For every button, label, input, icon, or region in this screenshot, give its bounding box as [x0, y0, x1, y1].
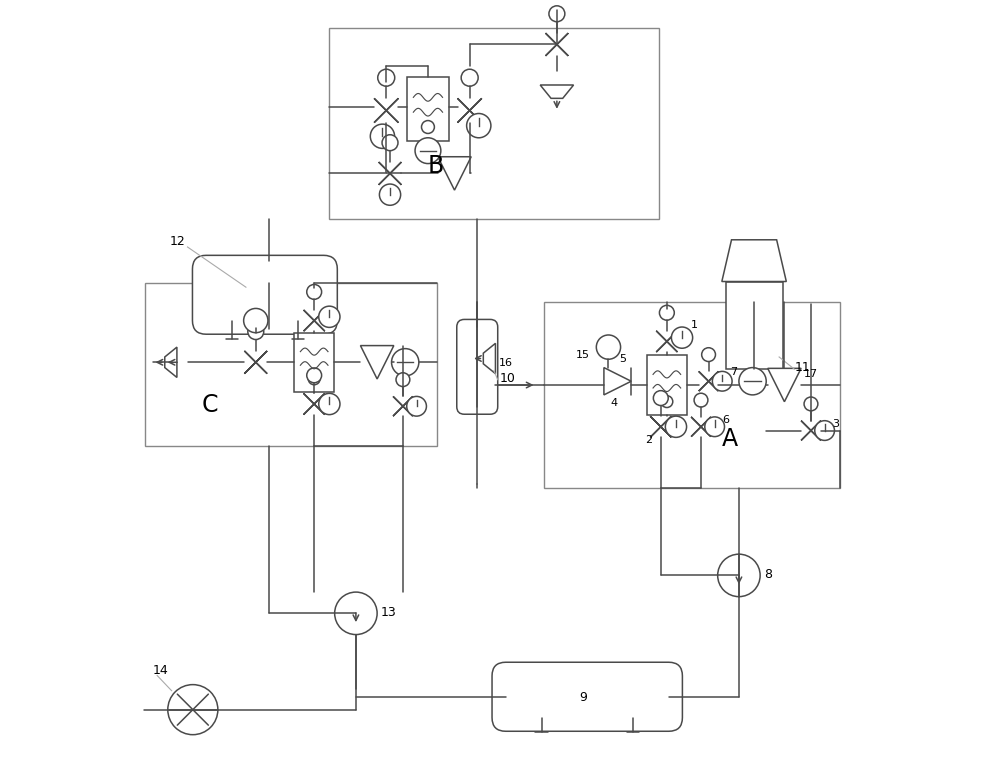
- Circle shape: [248, 324, 264, 339]
- FancyBboxPatch shape: [457, 319, 498, 414]
- Polygon shape: [801, 421, 821, 440]
- Circle shape: [422, 121, 434, 134]
- Polygon shape: [699, 371, 718, 391]
- Polygon shape: [304, 393, 325, 415]
- Circle shape: [307, 368, 322, 383]
- Polygon shape: [546, 33, 568, 56]
- Circle shape: [804, 397, 818, 411]
- Polygon shape: [165, 347, 177, 377]
- Text: 12: 12: [170, 235, 186, 248]
- Circle shape: [671, 327, 693, 348]
- Circle shape: [461, 70, 478, 86]
- Circle shape: [596, 335, 621, 359]
- Polygon shape: [374, 99, 398, 122]
- Circle shape: [702, 348, 715, 361]
- Text: 8: 8: [764, 568, 772, 581]
- Bar: [544, 303, 840, 488]
- Circle shape: [407, 397, 426, 416]
- Text: 7: 7: [730, 367, 737, 377]
- Text: 11: 11: [794, 361, 810, 374]
- Text: 17: 17: [803, 370, 818, 380]
- FancyBboxPatch shape: [492, 662, 682, 731]
- Circle shape: [244, 309, 268, 332]
- Polygon shape: [360, 345, 394, 379]
- Polygon shape: [768, 368, 801, 402]
- Polygon shape: [604, 367, 631, 395]
- Bar: [726, 281, 783, 369]
- Circle shape: [335, 592, 377, 635]
- Polygon shape: [244, 351, 267, 374]
- Text: 1: 1: [691, 320, 698, 330]
- Circle shape: [370, 124, 395, 148]
- Circle shape: [307, 284, 322, 299]
- Polygon shape: [458, 99, 482, 122]
- Text: B: B: [428, 154, 444, 179]
- Text: 4: 4: [610, 397, 617, 407]
- Polygon shape: [304, 310, 325, 331]
- Polygon shape: [691, 417, 711, 436]
- Circle shape: [392, 348, 419, 376]
- Bar: [294, 332, 334, 392]
- Polygon shape: [650, 416, 671, 437]
- Circle shape: [815, 421, 834, 440]
- Bar: [329, 28, 659, 219]
- Bar: [407, 76, 449, 141]
- Polygon shape: [650, 416, 671, 437]
- Circle shape: [379, 184, 401, 206]
- Polygon shape: [304, 393, 325, 415]
- Circle shape: [382, 134, 398, 151]
- Text: 2: 2: [646, 435, 653, 445]
- Polygon shape: [699, 371, 718, 391]
- Polygon shape: [379, 162, 401, 185]
- Circle shape: [661, 396, 673, 407]
- Circle shape: [415, 138, 441, 163]
- Polygon shape: [691, 417, 711, 436]
- Bar: [647, 355, 687, 415]
- Circle shape: [739, 367, 766, 395]
- Circle shape: [705, 417, 724, 436]
- Circle shape: [168, 685, 218, 735]
- Bar: [145, 283, 437, 446]
- Circle shape: [319, 393, 340, 415]
- Polygon shape: [374, 99, 398, 122]
- Circle shape: [665, 416, 687, 437]
- Circle shape: [712, 371, 732, 391]
- Circle shape: [694, 393, 708, 407]
- Circle shape: [653, 390, 668, 406]
- Text: 3: 3: [832, 419, 839, 429]
- Polygon shape: [722, 240, 786, 281]
- Polygon shape: [244, 351, 267, 374]
- Text: 13: 13: [381, 606, 397, 619]
- Text: 14: 14: [153, 664, 168, 677]
- Circle shape: [396, 373, 410, 387]
- Circle shape: [378, 70, 395, 86]
- Circle shape: [308, 373, 320, 385]
- Circle shape: [467, 114, 491, 138]
- Polygon shape: [801, 421, 821, 440]
- Text: 6: 6: [722, 415, 729, 425]
- Circle shape: [718, 554, 760, 597]
- Polygon shape: [540, 85, 574, 99]
- Polygon shape: [379, 162, 401, 185]
- Polygon shape: [546, 33, 568, 56]
- Text: 15: 15: [576, 351, 590, 361]
- Polygon shape: [458, 99, 482, 122]
- Polygon shape: [656, 331, 677, 352]
- Text: 5: 5: [619, 354, 626, 364]
- Text: 16: 16: [498, 358, 512, 368]
- FancyBboxPatch shape: [192, 255, 337, 334]
- Polygon shape: [438, 157, 471, 190]
- Text: C: C: [202, 393, 218, 417]
- Polygon shape: [393, 397, 413, 416]
- Polygon shape: [483, 343, 495, 374]
- Circle shape: [319, 306, 340, 328]
- Text: 9: 9: [580, 691, 588, 704]
- Circle shape: [549, 6, 565, 21]
- Text: A: A: [722, 428, 738, 452]
- Polygon shape: [393, 397, 413, 416]
- Text: 10: 10: [500, 372, 516, 385]
- Circle shape: [659, 306, 674, 320]
- Polygon shape: [656, 331, 677, 352]
- Polygon shape: [304, 310, 325, 331]
